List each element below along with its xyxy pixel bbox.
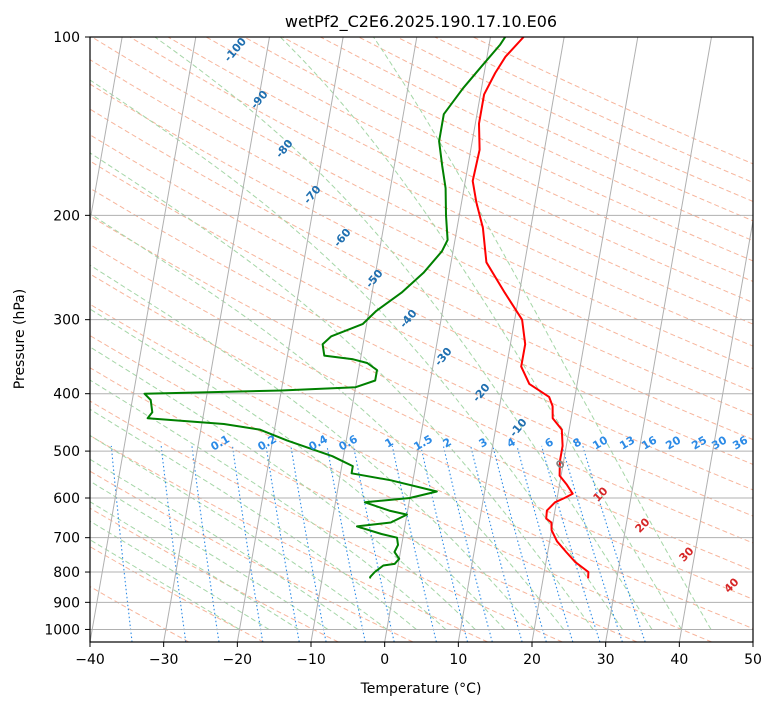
x-tick-label: −40: [75, 652, 105, 668]
isotherm: [384, 37, 491, 642]
mixing-ratio-line: [442, 445, 493, 642]
x-tick-label: 30: [597, 652, 615, 668]
dry-adiabat: [90, 367, 638, 642]
y-tick-label: 900: [53, 595, 80, 611]
moist-adiabat: [90, 480, 329, 630]
dry-adiabat: [90, 243, 753, 572]
mixing-ratio-line: [160, 445, 187, 642]
dry-adiabat: [90, 134, 753, 465]
grid-lines: [90, 37, 753, 642]
temperature-profile: [471, 37, 590, 579]
isotherm: [678, 217, 753, 642]
dry-adiabat: [90, 546, 264, 642]
mixing-ratio-line: [265, 445, 300, 642]
mixing-ratio-line: [541, 445, 601, 642]
y-axis-label: Pressure (hPa): [12, 289, 28, 389]
moist-adiabat: [373, 37, 712, 630]
dry-adiabat: [90, 273, 753, 600]
isotherm: [310, 37, 418, 642]
chart-title: wetPf2_C2E6.2025.190.17.10.E06: [285, 12, 557, 32]
moist-adiabat: [90, 346, 476, 630]
mixing-ratio-line: [470, 445, 523, 642]
dry-adiabat: [90, 400, 563, 642]
y-tick-label: 200: [53, 208, 80, 224]
mixing-ratio-line: [231, 445, 264, 642]
plot-frame: [89, 36, 754, 643]
moist-adiabats: [90, 37, 712, 630]
x-tick-label: −30: [149, 652, 179, 668]
mixing-ratio-line: [492, 445, 547, 642]
mixing-ratio-line: [290, 445, 327, 642]
isotherm: [163, 37, 270, 642]
dry-adiabat: [167, 37, 753, 325]
x-tick-label: 0: [380, 652, 389, 668]
mixing-ratio-line: [420, 445, 469, 642]
moist-adiabat: [90, 308, 506, 630]
mixing-ratio-line: [516, 445, 574, 642]
mixing-ratio-line: [582, 445, 646, 642]
moist-adiabat: [90, 152, 594, 630]
x-axis-ticks: −40 −30 −20 −10 0 10 20 30 40 50: [75, 642, 762, 668]
x-tick-label: 40: [670, 652, 688, 668]
dry-adiabat: [90, 108, 753, 441]
moist-adiabat: [90, 79, 623, 630]
dry-adiabat: [90, 434, 488, 642]
mixing-ratio-line: [110, 445, 133, 642]
y-tick-label: 600: [53, 491, 80, 507]
y-tick-label: 700: [53, 531, 80, 547]
moist-adiabat: [90, 458, 358, 630]
x-tick-label: 20: [523, 652, 541, 668]
moist-adiabat: [90, 213, 565, 630]
x-tick-label: 50: [744, 652, 762, 668]
y-tick-label: 300: [53, 313, 80, 329]
moist-adiabat: [90, 379, 447, 630]
mixing-ratio-line: [191, 445, 220, 642]
dry-adiabat: [90, 215, 753, 544]
y-tick-label: 500: [53, 444, 80, 460]
dry-adiabat: [244, 37, 753, 282]
dry-adiabat: [90, 303, 753, 630]
moist-adiabat: [90, 539, 240, 630]
dry-adiabat: [90, 83, 753, 416]
y-axis-ticks: 100 200 300 400 500 600 700 800 900 1000: [44, 30, 90, 638]
y-tick-label: 100: [53, 30, 80, 46]
mixing-ratio-line: [326, 445, 366, 642]
x-tick-label: 10: [449, 652, 467, 668]
dry-adiabat: [90, 507, 339, 642]
sounding-profiles: [143, 37, 590, 579]
x-axis-label: Temperature (°C): [360, 681, 482, 697]
y-tick-label: 400: [53, 387, 80, 403]
dry-adiabat: [205, 37, 753, 304]
isotherm: [605, 37, 712, 642]
x-tick-label: −10: [296, 652, 326, 668]
moist-adiabat: [154, 37, 653, 630]
moist-adiabat: [279, 37, 682, 630]
isotherm: [90, 37, 197, 642]
moist-adiabat: [90, 520, 270, 630]
y-tick-label: 1000: [44, 622, 80, 638]
moist-adiabat: [90, 264, 535, 630]
dry-adiabat: [90, 160, 753, 491]
mixing-ratio-line: [561, 445, 623, 642]
dry-adiabat: [90, 334, 712, 642]
y-tick-label: 800: [53, 565, 80, 581]
x-tick-label: −20: [223, 652, 253, 668]
isotherm: [90, 37, 123, 224]
isotherm: [236, 37, 344, 642]
moist-adiabat: [90, 408, 417, 630]
isotherm: [531, 37, 639, 642]
dry-adiabats: [90, 37, 753, 642]
mixing-ratio-lines: [110, 445, 646, 642]
isotherm: [457, 37, 565, 642]
dewpoint-profile: [143, 37, 507, 579]
mixing-ratio-line: [391, 445, 437, 642]
plot-background: [90, 37, 753, 642]
